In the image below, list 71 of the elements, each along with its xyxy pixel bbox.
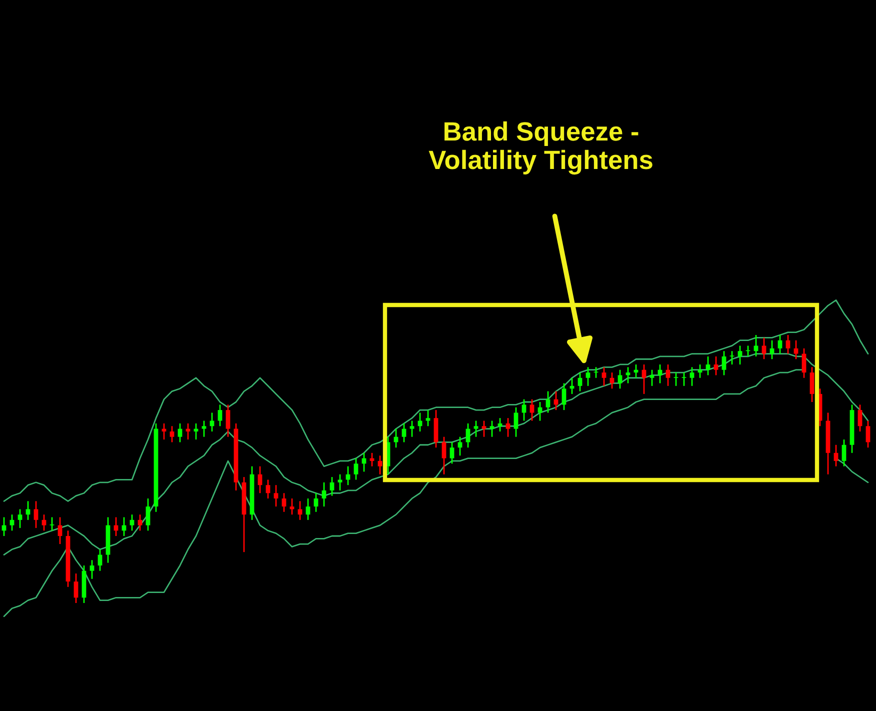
candlestick: [298, 500, 302, 521]
candlestick: [522, 398, 526, 422]
candlestick: [146, 498, 150, 532]
candlestick: [650, 369, 654, 387]
candlestick: [514, 406, 518, 438]
candlestick: [202, 420, 206, 438]
candlestick: [690, 366, 694, 387]
candlestick: [834, 444, 838, 468]
candlestick: [602, 366, 606, 387]
candlestick: [402, 422, 406, 443]
candlestick: [378, 454, 382, 476]
candlestick: [810, 366, 814, 403]
candlestick: [74, 572, 78, 604]
candlestick: [578, 372, 582, 392]
candlestick: [274, 484, 278, 508]
candlestick: [306, 498, 310, 521]
candlestick: [482, 420, 486, 438]
text: Band Squeeze - Volatility Tightens: [428, 121, 652, 175]
candlestick: [138, 514, 142, 532]
candlestick: [330, 476, 334, 496]
candlestick: [754, 334, 758, 358]
candlestick: [50, 516, 54, 532]
candlestick: [474, 420, 478, 438]
candlestick: [170, 425, 174, 443]
candlestick: [778, 334, 782, 354]
candlestick: [530, 398, 534, 422]
candlestick: [794, 340, 798, 360]
candlestick: [90, 559, 94, 580]
candlestick: [130, 514, 134, 532]
candlestick: [618, 369, 622, 390]
candlestick: [490, 420, 494, 438]
candlestick: [738, 345, 742, 366]
candlestick: [682, 372, 686, 387]
candlestick: [674, 372, 678, 387]
candlestick: [546, 390, 550, 414]
candlestick: [802, 348, 806, 379]
candlestick: [450, 442, 454, 464]
candlestick: [866, 420, 870, 448]
candlestick: [706, 356, 710, 376]
candlestick: [506, 417, 510, 438]
candlestick: [354, 458, 358, 480]
candlestick: [426, 409, 430, 427]
candlestick: [282, 492, 286, 513]
candlestick: [714, 356, 718, 376]
candlestick: [786, 334, 790, 354]
candlestick: [722, 350, 726, 376]
candlestick: [858, 404, 862, 432]
candlestick: [594, 366, 598, 379]
candlestick: [770, 340, 774, 360]
candlestick: [642, 364, 646, 395]
candlestick: [18, 508, 22, 529]
candlestick: [178, 422, 182, 443]
candlestick: [322, 482, 326, 508]
candlestick: [314, 492, 318, 513]
candlestick: [10, 514, 14, 532]
candlestick: [218, 404, 222, 427]
candlestick: [842, 438, 846, 468]
candlestick: [458, 436, 462, 456]
candlestick: [762, 336, 766, 360]
candlestick: [562, 382, 566, 411]
candlestick: [266, 479, 270, 500]
candlestick: [586, 366, 590, 387]
candlestick: [730, 350, 734, 366]
candlestick: [410, 420, 414, 438]
candlestick: [226, 404, 230, 438]
candlestick: [26, 500, 30, 521]
candlestick: [42, 514, 46, 532]
candlestick: [34, 500, 38, 529]
candlestick: [666, 364, 670, 387]
candlestick: [338, 474, 342, 492]
candlestick: [442, 436, 446, 476]
